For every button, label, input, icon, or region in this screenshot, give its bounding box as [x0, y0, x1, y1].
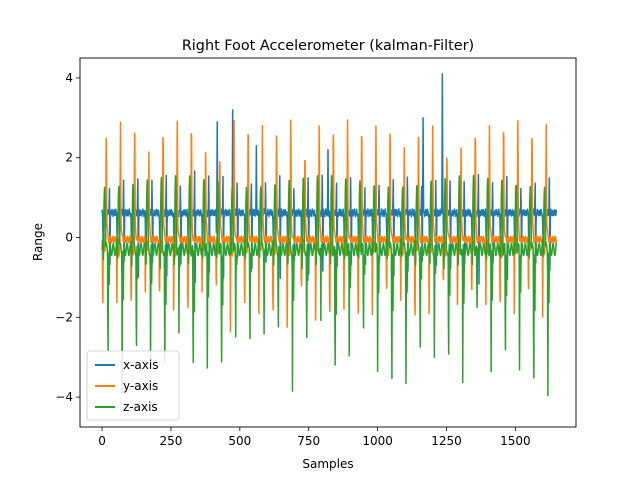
legend-label: y-axis	[123, 379, 158, 393]
x-axis-label: Samples	[302, 457, 353, 471]
y-tick-label: 2	[65, 151, 73, 165]
x-tick-label: 500	[228, 434, 251, 448]
y-tick-label: 4	[65, 71, 73, 85]
x-tick-label: 250	[159, 434, 182, 448]
y-axis-label: Range	[31, 223, 45, 261]
series-line-z-axis	[101, 174, 558, 397]
legend-label: x-axis	[123, 358, 158, 372]
y-tick-label: −4	[55, 390, 73, 404]
x-tick-label: 1000	[362, 434, 393, 448]
x-tick-label: 750	[297, 434, 320, 448]
plot-frame	[79, 57, 577, 428]
x-tick-label: 1500	[500, 434, 531, 448]
legend: x-axis y-axis z-axis	[86, 350, 180, 421]
x-axis-ticks: 0 250 500 750 1000 1250 1500	[98, 427, 531, 448]
legend-box	[86, 350, 180, 421]
chart-title: Right Foot Accelerometer (kalman-Filter)	[182, 38, 474, 54]
y-tick-label: −2	[55, 310, 73, 324]
y-tick-label: 0	[65, 231, 73, 245]
x-tick-label: 0	[98, 434, 106, 448]
x-tick-label: 1250	[431, 434, 462, 448]
series-layer	[101, 73, 558, 397]
legend-label: z-axis	[123, 400, 158, 414]
series-line-y-axis	[101, 119, 558, 333]
y-axis-ticks: −4 −2 0 2 4	[55, 71, 80, 404]
